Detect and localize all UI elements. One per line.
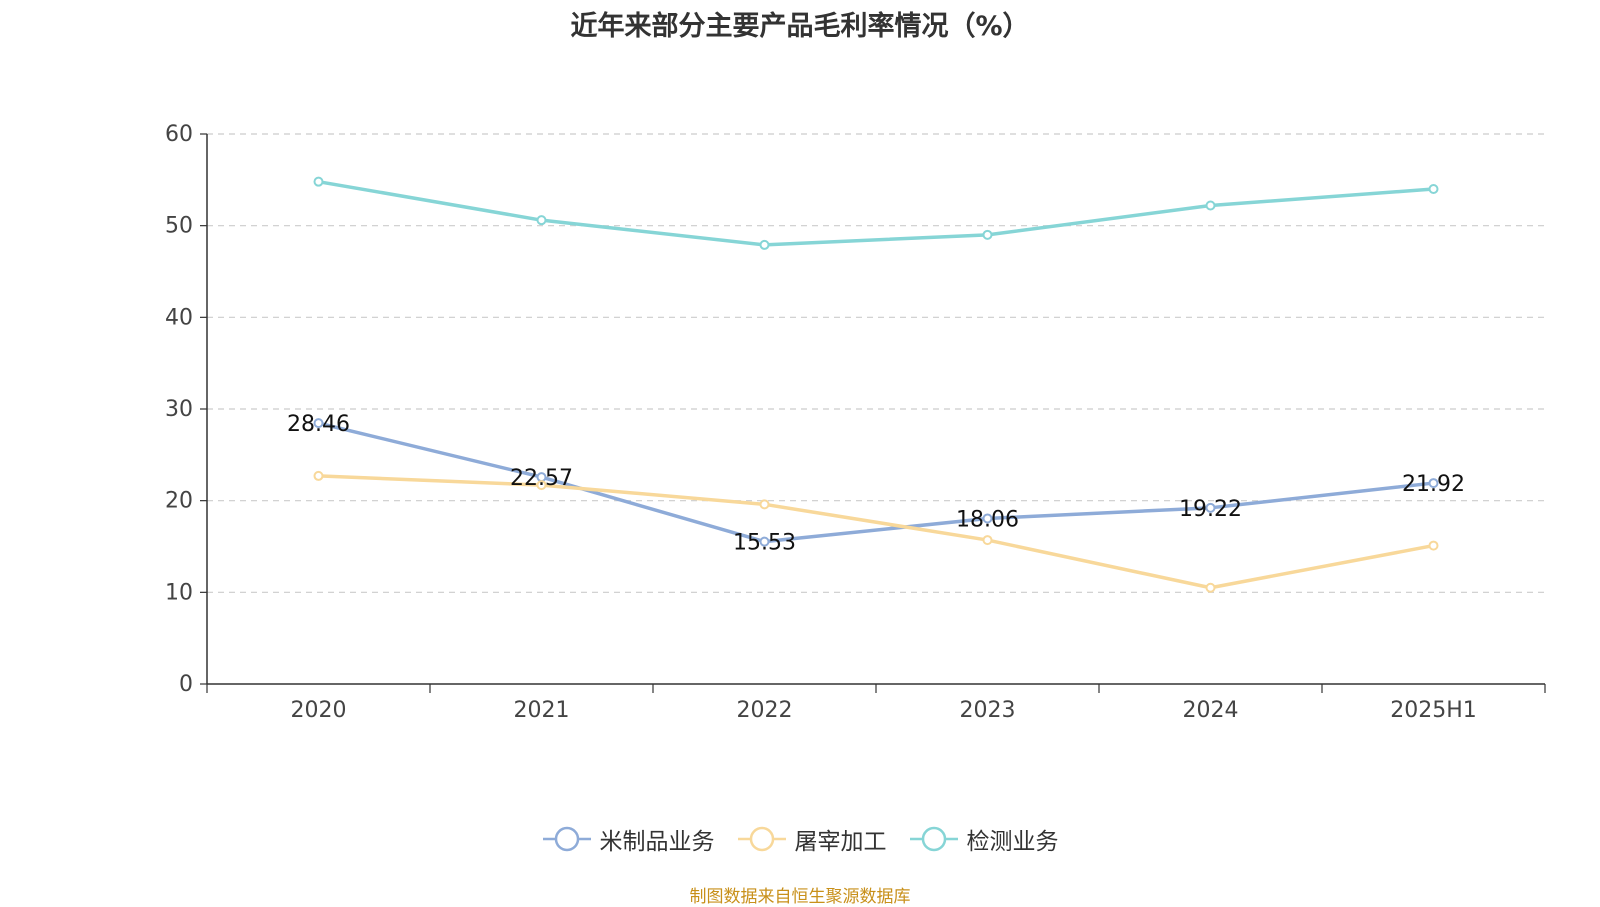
- data-point: [1428, 540, 1439, 551]
- legend-item-3[interactable]: 检测业务: [909, 822, 1059, 856]
- legend-marker: [737, 826, 786, 852]
- data-label-layer: 28.46 22.57 15.53 18.06 19.22 21.92: [287, 412, 1465, 556]
- data-point: [1428, 478, 1439, 489]
- data-point: [1205, 200, 1216, 211]
- data-point: [982, 513, 993, 524]
- data-point: [536, 480, 547, 491]
- legend-item-1[interactable]: 米制品业务: [542, 822, 715, 856]
- legend: 米制品业务 屠宰加工 检测业务: [0, 822, 1600, 856]
- data-label: 15.53: [733, 531, 796, 556]
- legend-label: 屠宰加工: [794, 829, 887, 855]
- y-tick-label: 20: [165, 489, 193, 514]
- legend-label: 米制品业务: [599, 829, 715, 855]
- data-point: [313, 176, 324, 187]
- y-tick-label: 40: [165, 305, 193, 330]
- data-point: [1205, 502, 1216, 513]
- x-tick-label: 2025H1: [1390, 698, 1477, 723]
- chart-title: 近年来部分主要产品毛利率情况（%）: [570, 11, 1030, 42]
- series-layer: [313, 176, 1439, 593]
- y-tick-label: 10: [165, 580, 193, 605]
- x-tick-label: 2021: [514, 698, 570, 723]
- x-tick-label: 2023: [960, 698, 1016, 723]
- source-note: 制图数据来自恒生聚源数据库: [689, 887, 911, 907]
- legend-marker: [542, 826, 591, 852]
- x-tick-label: 2020: [291, 698, 347, 723]
- legend-item-2[interactable]: 屠宰加工: [737, 822, 887, 856]
- data-point: [982, 229, 993, 240]
- data-point: [536, 215, 547, 226]
- x-tick-label: 2024: [1183, 698, 1239, 723]
- data-label: 21.92: [1402, 472, 1465, 497]
- series-line-1: [318, 421, 1434, 544]
- data-point: [313, 470, 324, 481]
- data-label: 19.22: [1179, 497, 1242, 522]
- data-label: 22.57: [510, 466, 573, 491]
- data-label: 18.06: [956, 507, 1019, 532]
- y-tick-label: 50: [165, 214, 193, 239]
- data-point: [1428, 184, 1439, 194]
- legend-label: 检测业务: [966, 829, 1059, 855]
- data-point: [759, 536, 770, 547]
- legend-marker: [909, 826, 958, 852]
- y-tick-label: 0: [179, 672, 193, 697]
- x-tick-label: 2022: [737, 698, 793, 723]
- data-point: [759, 239, 770, 250]
- data-point: [313, 418, 324, 429]
- y-tick-label: 60: [165, 122, 193, 147]
- series-line-3: [318, 179, 1434, 247]
- data-point: [1205, 582, 1216, 593]
- data-label: 28.46: [287, 412, 350, 437]
- data-point: [759, 499, 770, 510]
- grid-layer: [207, 133, 1545, 593]
- series-line-2: [318, 474, 1434, 590]
- data-point: [982, 535, 993, 546]
- y-tick-label: 30: [165, 397, 193, 422]
- axis-layer: 0 10 20 30 40 50 60 2020 2021 2022 2023 2024 2025H1: [165, 122, 1546, 723]
